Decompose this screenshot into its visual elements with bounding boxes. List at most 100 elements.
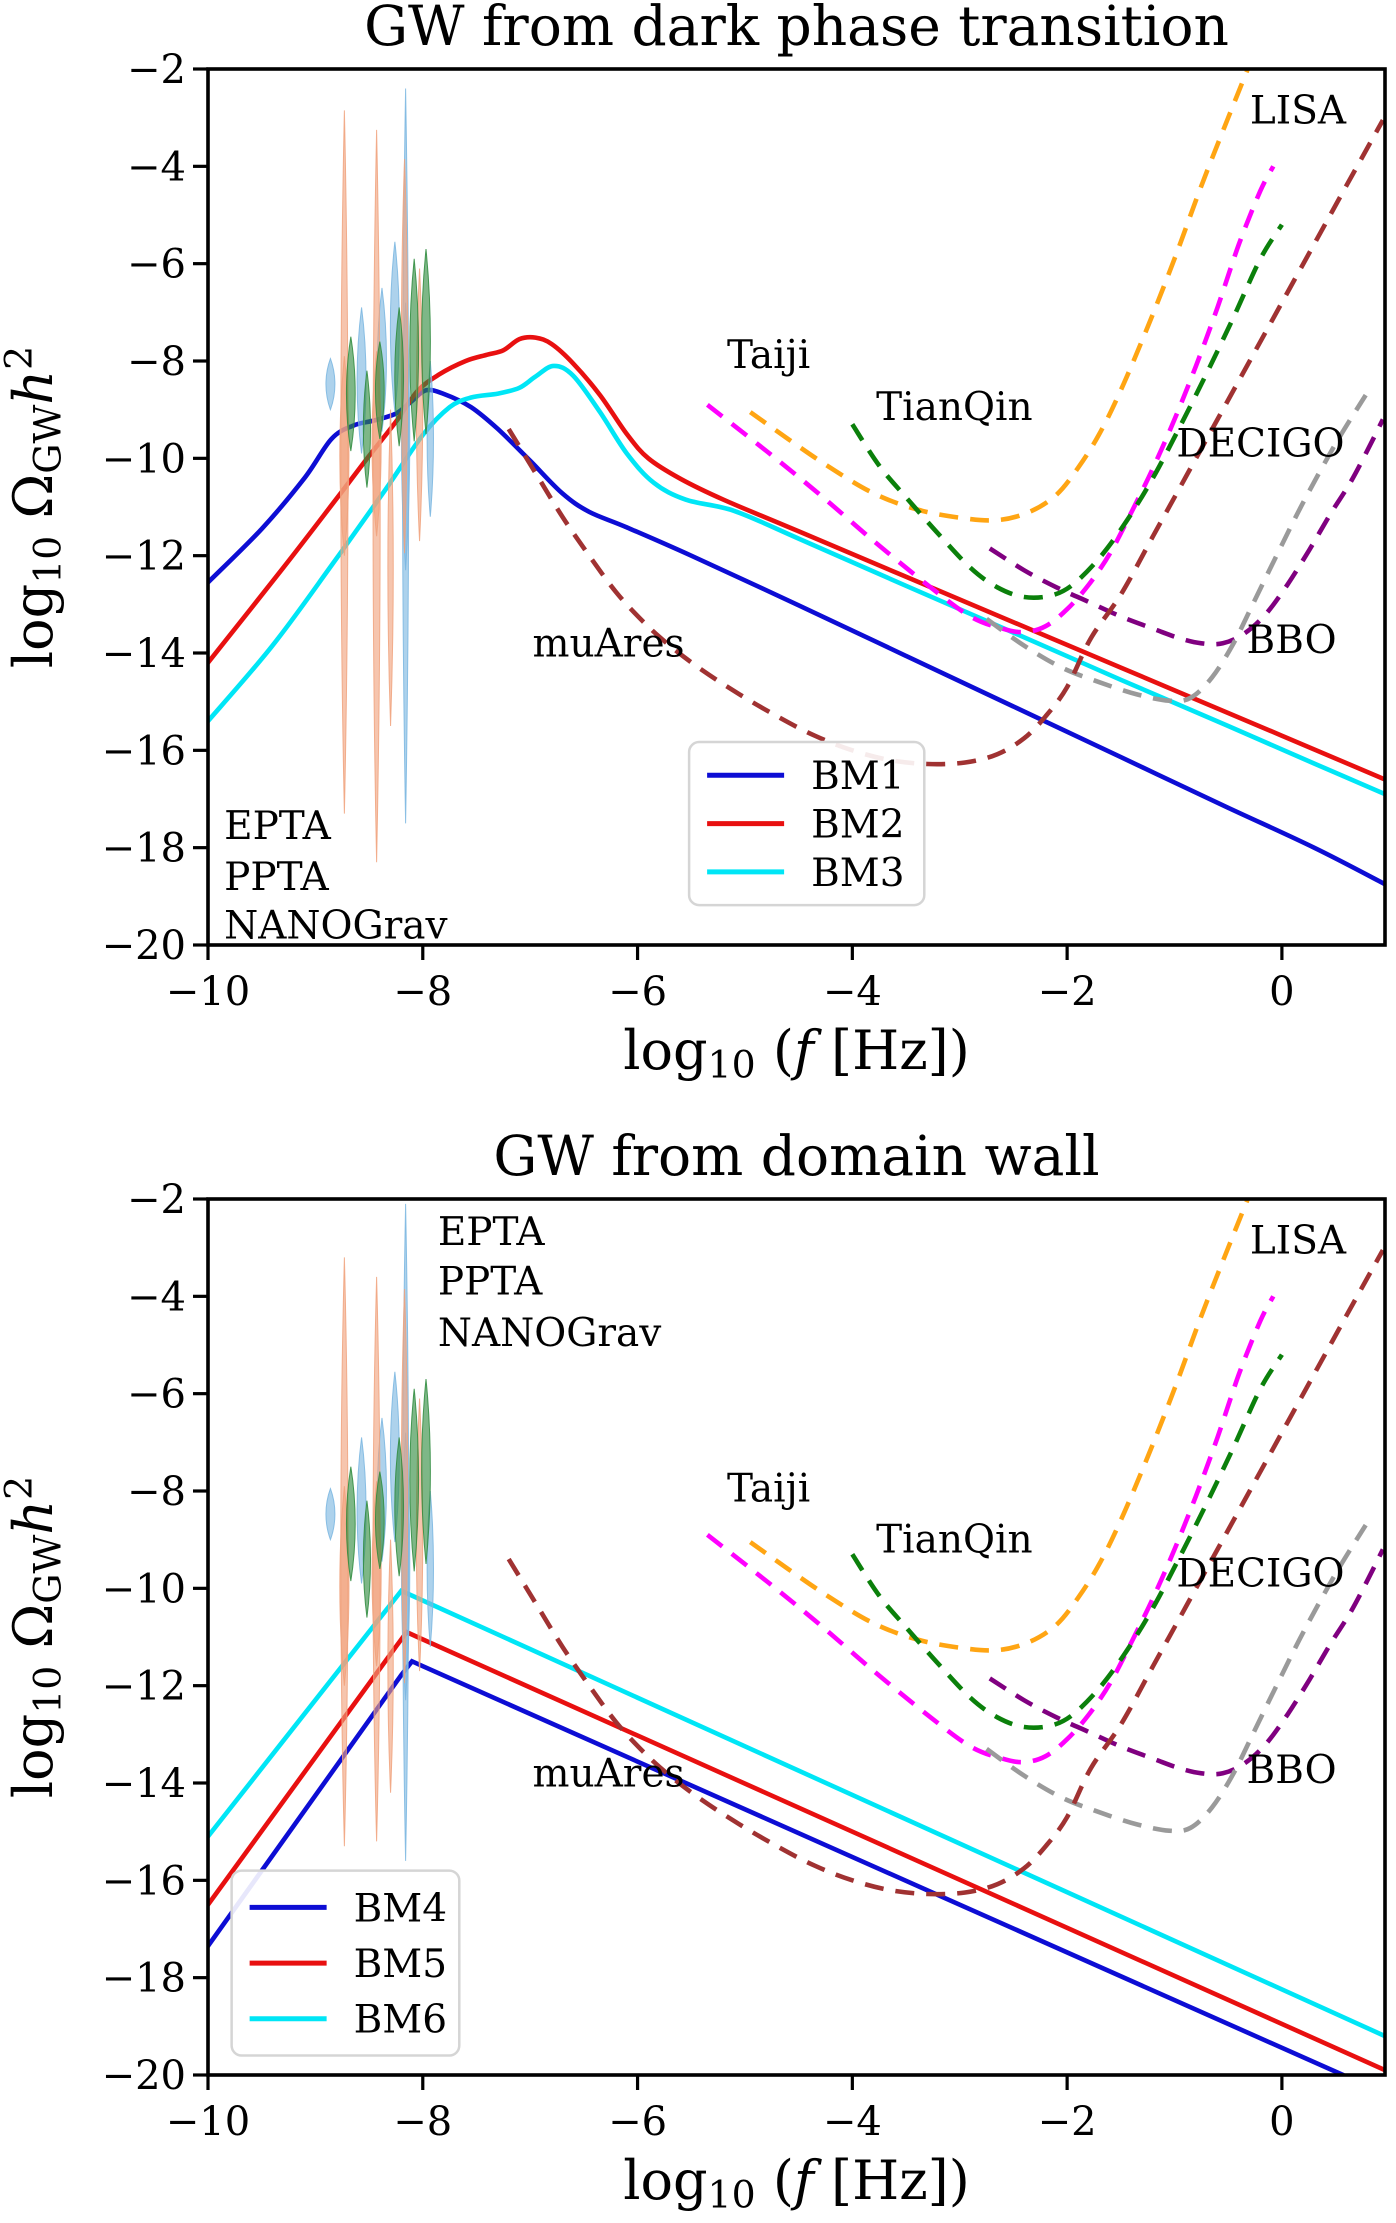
y-tick-label: −20	[102, 2053, 186, 2099]
pta-spike-NANOGrav	[374, 341, 385, 439]
pta-label-NANOGrav: NANOGrav	[224, 904, 447, 949]
y-axis-label: log10 ΩGWh2	[0, 346, 70, 668]
y-tick-label: −4	[127, 144, 186, 190]
detector-muAres-curve	[506, 118, 1385, 767]
pta-spike-NANOGrav	[409, 1388, 420, 1572]
plot-area	[208, 69, 1385, 887]
plot-border	[206, 1197, 1387, 2077]
series-BM4-line	[208, 1658, 1346, 2075]
pta-spike-NANOGrav	[394, 1437, 405, 1577]
pta-spike-NANOGrav	[345, 1466, 356, 1582]
y-tick-label: −2	[127, 1177, 186, 1223]
y-tick-label: −10	[102, 1566, 186, 1612]
detector-Taiji-label: Taiji	[727, 333, 810, 378]
x-tick-label: 0	[1269, 969, 1294, 1015]
y-tick-label: −18	[102, 826, 186, 872]
y-tick-label: −12	[102, 534, 186, 580]
detector-DECIGO-label: DECIGO	[1176, 1552, 1344, 1597]
pta-label-EPTA: EPTA	[224, 804, 332, 849]
detector-TianQin-label: TianQin	[876, 1518, 1032, 1563]
detector-BBO-label: BBO	[1247, 618, 1337, 663]
chart-panel-domain-wall: −10 −8 −6 −4 −2 0−2−4−6−8−10−12−14−16−18−20LI…	[0, 1124, 1387, 2217]
y-tick-label: −14	[102, 1761, 186, 1807]
x-tick-label: −8	[393, 969, 452, 1015]
legend-item-BM6: BM6	[354, 1998, 447, 2043]
legend-item-BM5: BM5	[354, 1942, 447, 1987]
pta-spike-PPTA	[387, 409, 394, 727]
pta-label-EPTA: EPTA	[438, 1210, 546, 1255]
detector-BBO-label: BBO	[1247, 1748, 1337, 1793]
y-tick-label: −6	[127, 242, 186, 288]
detector-BBO-curve	[985, 1523, 1368, 1834]
y-tick-label: −4	[127, 1274, 186, 1320]
plot-area	[208, 1199, 1385, 2075]
pta-spike-NANOGrav	[362, 370, 371, 488]
detector-LISA-label: LISA	[1250, 88, 1347, 133]
x-tick-label: −6	[608, 969, 667, 1015]
pta-label-PPTA: PPTA	[438, 1260, 543, 1305]
detector-LISA-curve	[705, 165, 1276, 635]
panel-title: GW from domain wall	[493, 1124, 1099, 1188]
y-tick-label: −2	[127, 47, 186, 93]
pta-spike-EPTA	[325, 1487, 336, 1542]
x-tick-label: 0	[1269, 2099, 1294, 2145]
pta-spike-NANOGrav	[394, 307, 405, 447]
detector-Taiji-curve	[748, 69, 1251, 523]
x-axis-label: log10 (f [Hz])	[623, 2149, 970, 2217]
detector-DECIGO-label: DECIGO	[1176, 422, 1344, 467]
y-tick-label: −14	[102, 631, 186, 677]
detector-LISA-curve	[705, 1295, 1276, 1765]
detector-muAres-label: muAres	[533, 1751, 685, 1796]
detector-muAres-label: muAres	[533, 621, 685, 666]
x-tick-label: −8	[393, 2099, 452, 2145]
legend-box	[230, 1869, 461, 2057]
plot-border	[206, 67, 1387, 947]
detector-DECIGO-curve	[988, 418, 1385, 647]
detector-TianQin-label: TianQin	[876, 385, 1032, 430]
x-tick-label: −10	[166, 969, 250, 1015]
y-tick-label: −10	[102, 436, 186, 482]
pta-label-PPTA: PPTA	[224, 855, 329, 900]
detector-muAres-curve	[506, 1248, 1385, 1897]
y-tick-label: −16	[102, 728, 186, 774]
pta-spike-NANOGrav	[421, 249, 431, 435]
pta-spike-NANOGrav	[345, 336, 356, 452]
x-tick-label: −10	[166, 2099, 250, 2145]
detector-DECIGO-curve	[988, 1548, 1385, 1777]
detector-LISA-label: LISA	[1250, 1218, 1347, 1263]
pta-spike-NANOGrav	[421, 1379, 431, 1565]
pta-spike-NANOGrav	[409, 258, 420, 442]
x-tick-label: −6	[608, 2099, 667, 2145]
legend-item-BM1: BM1	[811, 754, 904, 799]
pta-label-NANOGrav: NANOGrav	[438, 1311, 661, 1356]
y-axis-label: log10 ΩGWh2	[0, 1476, 70, 1798]
chart-panel-dark-phase-transition: −10 −8 −6 −4 −2 0−2−4−6−8−10−12−14−16−18−20LI…	[0, 0, 1387, 1087]
detector-TianQin-curve	[850, 1353, 1284, 1730]
legend-box	[687, 740, 926, 907]
y-tick-label: −8	[127, 339, 186, 385]
y-tick-label: −18	[102, 1956, 186, 2002]
detector-TianQin-curve	[850, 223, 1284, 600]
pta-spike-PPTA	[387, 1539, 394, 1793]
pta-spike-NANOGrav	[362, 1500, 371, 1618]
x-tick-label: −2	[1038, 2099, 1097, 2145]
legend-item-BM2: BM2	[811, 803, 904, 848]
legend-item-BM4: BM4	[354, 1886, 447, 1931]
y-tick-label: −12	[102, 1664, 186, 1710]
panel-title: GW from dark phase transition	[364, 0, 1229, 58]
pta-spike-EPTA	[325, 357, 336, 412]
y-tick-label: −16	[102, 1858, 186, 1904]
pta-spike-PPTA	[400, 1289, 409, 1684]
pta-spike-NANOGrav	[374, 1471, 385, 1569]
x-tick-label: −4	[823, 2099, 882, 2145]
x-tick-label: −2	[1038, 969, 1097, 1015]
y-tick-label: −6	[127, 1372, 186, 1418]
detector-Taiji-label: Taiji	[727, 1467, 810, 1512]
detector-Taiji-curve	[748, 1199, 1251, 1653]
pta-spike-PPTA	[400, 159, 409, 554]
x-tick-label: −4	[823, 969, 882, 1015]
y-tick-label: −8	[127, 1469, 186, 1515]
y-tick-label: −20	[102, 923, 186, 969]
legend-item-BM3: BM3	[811, 851, 904, 896]
